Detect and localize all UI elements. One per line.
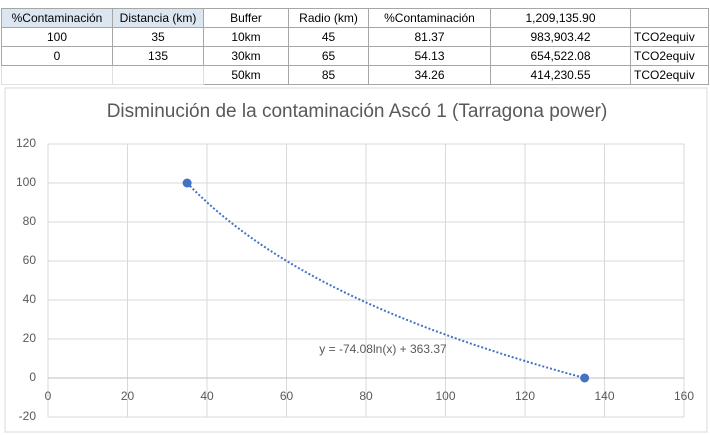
- y-tick-label: -20: [19, 409, 37, 423]
- x-tick-label: 140: [594, 389, 614, 403]
- cell[interactable]: 50km: [203, 65, 289, 85]
- y-tick-label: 60: [23, 253, 37, 267]
- chart-border: [4, 87, 708, 433]
- cell[interactable]: TCO2equiv: [630, 65, 709, 85]
- cell[interactable]: 34.26: [368, 65, 491, 85]
- y-tick-label: 0: [29, 370, 36, 384]
- cell[interactable]: 30km: [203, 46, 289, 66]
- cell[interactable]: Distancia (km): [112, 8, 204, 28]
- x-tick-label: 120: [515, 389, 535, 403]
- x-tick-label: 100: [435, 389, 455, 403]
- y-tick-label: 100: [16, 175, 36, 189]
- x-tick-label: 40: [200, 389, 214, 403]
- x-tick-label: 60: [280, 389, 294, 403]
- chart-title: Disminución de la contaminación Ascó 1 (…: [107, 101, 608, 122]
- cell[interactable]: %Contaminación: [1, 8, 113, 28]
- point: [182, 178, 192, 188]
- x-tick-label: 80: [359, 389, 373, 403]
- y-tick-label: 20: [23, 331, 37, 345]
- x-tick-label: 0: [45, 389, 52, 403]
- trendline-label: y = -74.08ln(x) + 363.37: [319, 342, 447, 356]
- sheet-table: %Contaminación Distancia (km) Buffer Rad…: [1, 8, 709, 85]
- y-tick-label: 120: [16, 136, 36, 150]
- cell[interactable]: 100: [1, 27, 113, 47]
- cell[interactable]: TCO2equiv: [630, 46, 709, 66]
- cell[interactable]: 54.13: [368, 46, 491, 66]
- point: [580, 373, 590, 383]
- y-tick-label: 40: [23, 292, 37, 306]
- x-tick-label: 160: [674, 389, 694, 403]
- y-tick-label: 80: [23, 214, 37, 228]
- cell[interactable]: 1,209,135.90: [490, 8, 631, 28]
- cell[interactable]: 414,230.55: [490, 65, 631, 85]
- x-tick-label: 20: [121, 389, 135, 403]
- cell[interactable]: 65: [288, 46, 369, 66]
